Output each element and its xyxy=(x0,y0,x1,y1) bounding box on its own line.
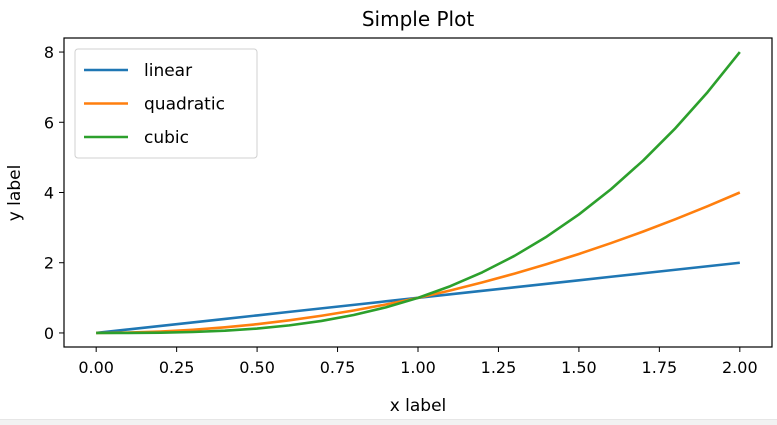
legend-label-quadratic: quadratic xyxy=(144,95,225,115)
legend-label-cubic: cubic xyxy=(144,128,189,148)
y-tick-label: 0 xyxy=(44,324,54,343)
y-tick-label: 6 xyxy=(44,113,54,132)
y-tick-label: 8 xyxy=(44,43,54,62)
x-tick-label: 0.00 xyxy=(78,358,114,377)
y-tick-label: 2 xyxy=(44,254,54,273)
plot-area xyxy=(96,51,741,335)
x-tick-label: 0.50 xyxy=(239,358,275,377)
y-tick-label: 4 xyxy=(44,184,54,203)
series-line-cubic xyxy=(96,51,741,335)
y-axis-label: y label xyxy=(5,165,25,222)
legend-label-linear: linear xyxy=(144,61,192,81)
series-line-quadratic xyxy=(96,191,741,335)
x-tick-label: 1.00 xyxy=(400,358,436,377)
bottom-strip xyxy=(0,419,777,425)
x-tick-label: 0.75 xyxy=(320,358,356,377)
x-tick-label: 1.75 xyxy=(642,358,678,377)
x-axis-label: x label xyxy=(390,396,447,416)
x-tick-label: 2.00 xyxy=(722,358,758,377)
x-tick-label: 0.25 xyxy=(159,358,195,377)
x-tick-label: 1.25 xyxy=(481,358,517,377)
legend: linear quadratic cubic xyxy=(74,48,258,159)
chart-title: Simple Plot xyxy=(362,7,475,31)
x-tick-label: 1.50 xyxy=(561,358,597,377)
legend-box xyxy=(74,48,258,159)
y-axis-ticks: 0 2 4 6 8 xyxy=(44,43,64,343)
x-axis-ticks: 0.00 0.25 0.50 0.75 1.00 1.25 1.50 1.75 2.00 xyxy=(78,347,758,377)
